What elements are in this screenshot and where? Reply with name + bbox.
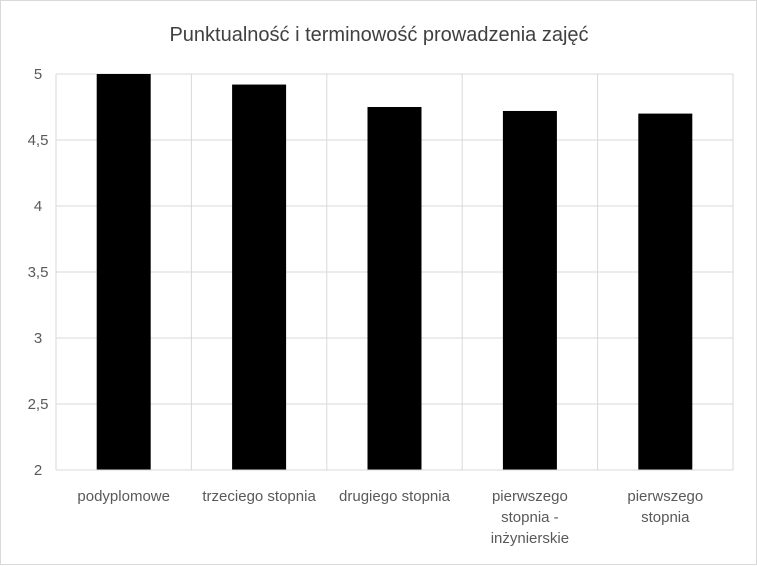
x-category-label: drugiego stopnia xyxy=(339,488,451,505)
bar xyxy=(232,84,287,470)
y-tick-label: 4 xyxy=(34,198,42,215)
y-tick-label: 3,5 xyxy=(28,264,49,281)
bars xyxy=(96,74,693,471)
bar xyxy=(96,74,151,470)
y-axis-tick-labels: 2 2,5 3 3,5 4 4,5 5 xyxy=(28,66,49,479)
y-tick-label: 2,5 xyxy=(28,396,49,413)
bar xyxy=(367,107,422,470)
y-tick-label: 3 xyxy=(34,330,42,347)
x-category-label: podyplomowe xyxy=(77,488,170,505)
y-tick-label: 4,5 xyxy=(28,132,49,149)
bar xyxy=(502,110,557,471)
y-tick-label: 5 xyxy=(34,66,42,83)
bar xyxy=(638,113,693,470)
x-category-label: trzeciego stopnia xyxy=(202,488,316,505)
chart-title: Punktualność i terminowość prowadzenia z… xyxy=(169,24,588,46)
x-category-label: pierwszego stopnia xyxy=(627,488,703,526)
x-axis-category-labels: podyplomowe trzeciego stopnia drugiego sto… xyxy=(77,488,703,547)
y-tick-label: 2 xyxy=(34,462,42,479)
x-category-label: pierwszego stopnia -inżynierskie xyxy=(491,488,569,547)
